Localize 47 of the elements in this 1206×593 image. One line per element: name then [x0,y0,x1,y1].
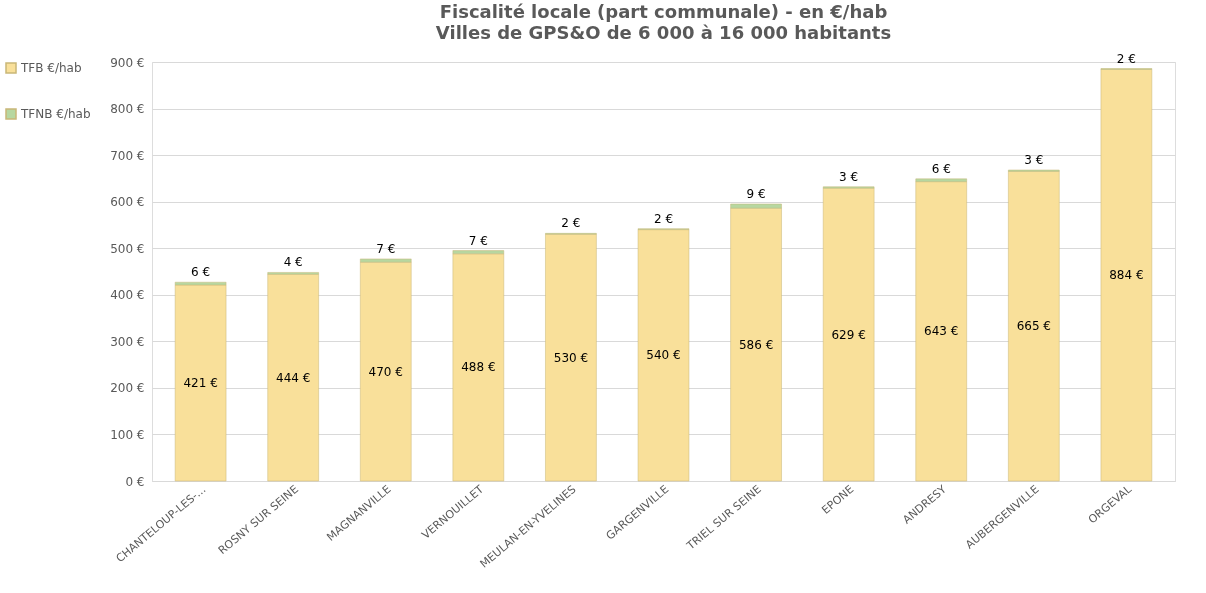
data-label: 9 € [746,186,766,201]
bar [1008,171,1060,482]
data-label: 643 € [924,324,959,339]
data-label: 7 € [376,241,396,256]
data-label: 3 € [1024,153,1044,168]
chart-subtitle: Villes de GPS&O de 6 000 à 16 000 habitants [435,21,892,43]
data-label: 884 € [1109,268,1144,283]
data-label: 6 € [931,161,951,176]
data-label: 629 € [831,327,866,342]
bar [174,284,227,482]
y-tick-label: 100 € [110,427,145,442]
legend-label: TFNB €/hab [20,107,91,121]
data-label: 488 € [461,360,496,375]
y-tick-label: 800 € [110,102,145,117]
bar [267,274,319,482]
bar [915,181,967,482]
y-tick-label: 0 € [125,474,145,489]
data-label: 665 € [1016,319,1051,334]
y-tick-label: 700 € [110,148,145,163]
bar [360,261,412,482]
bar [452,253,505,482]
bar [637,229,690,482]
y-tick-label: 400 € [110,288,145,303]
bar [730,207,782,482]
data-label: 2 € [653,211,674,226]
data-label: 2 € [1116,51,1136,66]
data-label: 3 € [839,169,859,184]
data-label: 421 € [183,376,218,390]
bar [545,234,597,482]
data-label: 586 € [738,337,774,352]
data-label: 530 € [553,350,589,365]
y-tick-label: 200 € [110,381,145,396]
chart-title: Fiscalité locale (part communale) - en €/hab [439,0,888,22]
y-tick-label: 900 € [110,55,145,70]
data-label: 2 € [561,216,581,231]
legend-label: TFB €/hab [20,61,82,75]
bar [1100,69,1153,482]
data-label: 7 € [468,233,488,248]
data-label: 6 € [191,265,211,280]
y-tick-label: 300 € [110,334,145,349]
data-label: 444 € [276,370,311,385]
y-tick-label: 500 € [110,241,145,256]
data-label: 540 € [646,348,681,363]
data-label: 470 € [368,364,403,379]
y-tick-label: 600 € [110,195,145,210]
data-label: 4 € [283,255,303,270]
bar [822,187,875,482]
